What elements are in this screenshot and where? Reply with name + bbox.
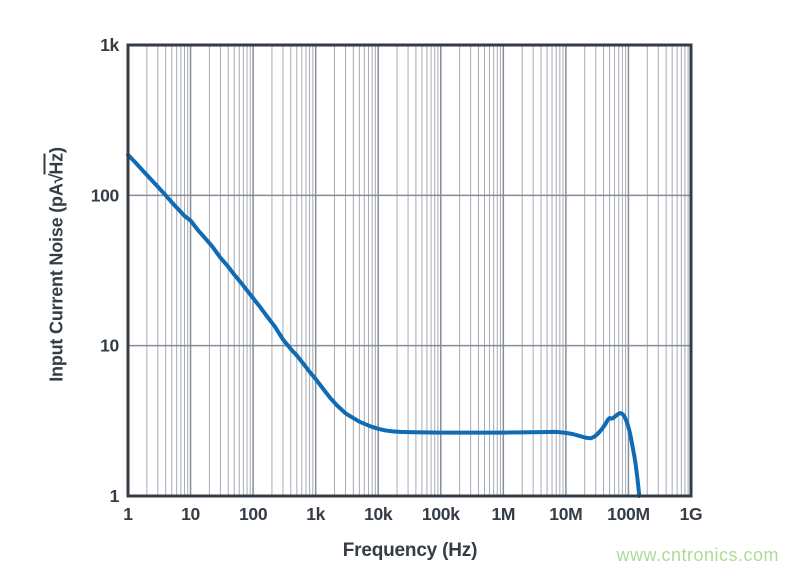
x-tick-label: 1k xyxy=(306,504,325,524)
noise-curve xyxy=(126,152,642,498)
x-tick-label: 1M xyxy=(491,504,515,524)
x-tick-label: 100k xyxy=(422,504,460,524)
x-axis-title: Frequency (Hz) xyxy=(342,540,478,561)
watermark: www.cntronics.com xyxy=(616,545,779,565)
y-tick-label: 100 xyxy=(91,185,120,205)
y-axis-title: Input Current Noise (pA√Hz) xyxy=(43,105,68,425)
y-tick-label: 10 xyxy=(100,336,119,356)
x-tick-label: 10k xyxy=(364,504,393,524)
x-tick-label: 100 xyxy=(239,504,268,524)
y-axis-title-prefix: Input Current Noise (pA xyxy=(46,183,67,382)
plot-frame xyxy=(126,43,693,498)
y-axis-title-radicand: Hz xyxy=(43,153,67,175)
x-tick-label: 100M xyxy=(607,504,650,524)
x-tick-label: 10 xyxy=(181,504,200,524)
x-tick-label: 1 xyxy=(123,504,133,524)
sqrt-symbol: √ xyxy=(46,173,67,184)
x-tick-label: 10M xyxy=(549,504,582,524)
x-tick-label: 1G xyxy=(680,504,703,524)
y-tick-label: 1 xyxy=(110,486,120,506)
y-tick-label: 1k xyxy=(100,35,119,55)
y-axis-title-suffix: ) xyxy=(46,147,67,154)
